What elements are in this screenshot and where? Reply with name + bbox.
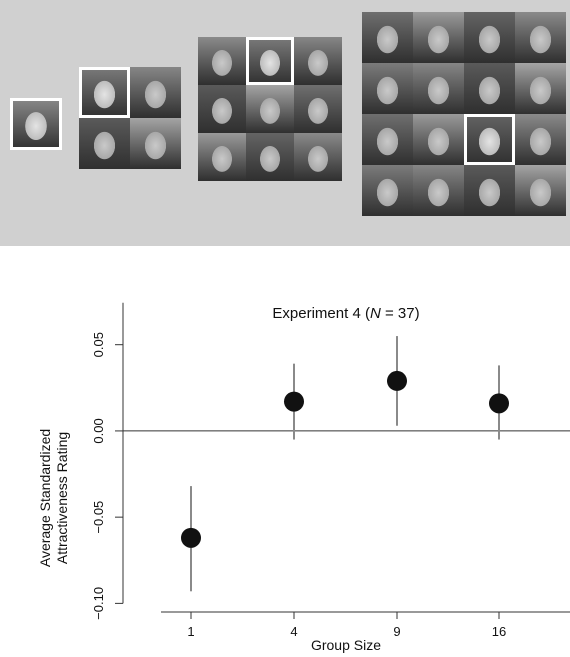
face-group-16 xyxy=(362,12,566,216)
face-photo xyxy=(294,85,342,133)
chart-title: Experiment 4 (N = 37) xyxy=(272,305,419,322)
chart-title-italic: N xyxy=(370,305,381,322)
plot-layer: 0.05 0.00 −0.05 −0.10 1 4 9 16 xyxy=(91,302,570,639)
chart-title-suffix: = 37) xyxy=(381,305,420,322)
face-photo xyxy=(464,63,515,114)
face-photo xyxy=(246,133,294,181)
x-tick-label: 4 xyxy=(290,624,297,639)
y-tick-label: 0.05 xyxy=(91,332,106,357)
chart-svg: Experiment 4 (N = 37) Average Standardiz… xyxy=(37,302,570,653)
data-point xyxy=(284,391,304,412)
face-photo xyxy=(198,85,246,133)
face-photo xyxy=(198,37,246,85)
face-photo xyxy=(413,63,464,114)
face-photo xyxy=(246,85,294,133)
face-photo xyxy=(362,63,413,114)
face-photo xyxy=(79,118,130,169)
x-tick-label: 1 xyxy=(187,624,194,639)
face-photo xyxy=(294,37,342,85)
y-axis-label: Average Standardized Attractiveness Rati… xyxy=(37,429,70,567)
face-group-9 xyxy=(198,37,342,181)
y-tick-label: 0.00 xyxy=(91,418,106,443)
face-photo xyxy=(198,133,246,181)
y-axis-label-line-2: Attractiveness Rating xyxy=(54,432,70,564)
face-photo xyxy=(130,118,181,169)
y-axis-label-line-1: Average Standardized xyxy=(37,429,53,567)
face-photo xyxy=(515,63,566,114)
y-tick-label: −0.10 xyxy=(91,587,106,620)
chart-title-prefix: Experiment 4 ( xyxy=(272,305,370,322)
face-photo xyxy=(294,133,342,181)
target-face xyxy=(10,98,62,150)
data-point xyxy=(387,370,407,391)
face-photo xyxy=(515,114,566,165)
x-tick-label: 9 xyxy=(393,624,400,639)
stimuli-panel xyxy=(0,0,570,246)
face-group-1 xyxy=(10,98,62,150)
face-photo xyxy=(515,165,566,216)
face-photo xyxy=(130,67,181,118)
x-axis-label: Group Size xyxy=(311,637,381,653)
face-photo xyxy=(362,114,413,165)
face-photo xyxy=(515,12,566,63)
data-point xyxy=(181,527,201,548)
y-tick-label: −0.05 xyxy=(91,501,106,534)
face-photo xyxy=(413,12,464,63)
face-photo xyxy=(413,114,464,165)
data-point xyxy=(489,393,509,414)
x-tick-label: 16 xyxy=(492,624,506,639)
face-photo xyxy=(413,165,464,216)
target-face xyxy=(79,67,130,118)
target-face xyxy=(464,114,515,165)
face-photo xyxy=(362,165,413,216)
face-group-4 xyxy=(79,67,181,169)
face-photo xyxy=(362,12,413,63)
face-photo xyxy=(464,12,515,63)
face-photo xyxy=(464,165,515,216)
chart: Experiment 4 (N = 37) Average Standardiz… xyxy=(0,246,570,657)
target-face xyxy=(246,37,294,85)
